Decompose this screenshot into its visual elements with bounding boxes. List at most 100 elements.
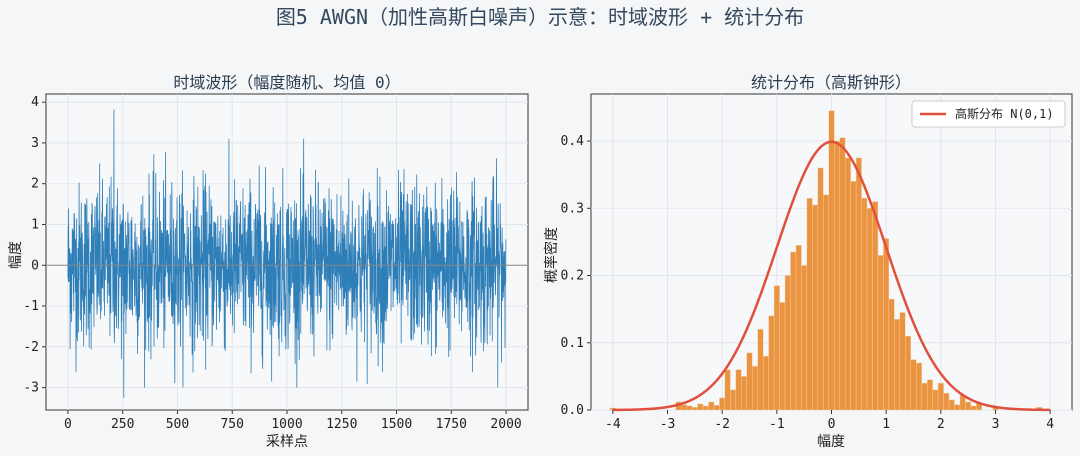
legend-box bbox=[911, 100, 1066, 128]
histogram-bar bbox=[872, 201, 879, 411]
histogram-bar bbox=[680, 404, 687, 411]
y-tick-label: -3 bbox=[23, 381, 39, 396]
histogram-bar bbox=[691, 407, 698, 411]
histogram-bar bbox=[724, 369, 731, 411]
histogram-bar bbox=[779, 302, 786, 411]
histogram-bar bbox=[844, 157, 851, 411]
histogram-bar bbox=[795, 245, 802, 411]
y-tick-label: 0.4 bbox=[561, 134, 585, 149]
x-tick-label: 1250 bbox=[326, 417, 357, 432]
histogram-bar bbox=[806, 198, 813, 411]
histogram-bar bbox=[943, 392, 950, 411]
gaussian-curve bbox=[612, 140, 1051, 412]
histogram-bar bbox=[773, 285, 780, 411]
histogram-bar bbox=[850, 181, 857, 411]
histogram-bar bbox=[713, 405, 720, 411]
histogram-bar bbox=[970, 405, 977, 411]
histogram-bar bbox=[921, 382, 928, 411]
time-y-axis-label: 幅度 bbox=[8, 241, 24, 269]
histogram-bar bbox=[948, 399, 955, 411]
histogram-bar bbox=[817, 167, 824, 411]
histogram-bar bbox=[702, 405, 709, 411]
y-tick-label: 0 bbox=[31, 258, 39, 273]
x-tick-label: 0 bbox=[828, 417, 836, 432]
histogram-bar bbox=[866, 208, 873, 411]
histogram-bar bbox=[719, 397, 726, 411]
x-tick-label: -4 bbox=[605, 417, 621, 432]
histogram-bar bbox=[790, 251, 797, 411]
y-tick-label: 2 bbox=[31, 177, 39, 192]
dist-y-axis-label: 概率密度 bbox=[543, 227, 560, 283]
histogram-bars bbox=[609, 110, 1043, 411]
y-tick-label: 3 bbox=[31, 136, 39, 151]
legend: 高斯分布 N(0,1) bbox=[911, 100, 1066, 128]
histogram-bar bbox=[926, 379, 933, 411]
histogram-bar bbox=[784, 275, 791, 411]
histogram-bar bbox=[697, 403, 704, 411]
y-tick-label: 0.1 bbox=[561, 336, 584, 351]
x-tick-label: 0 bbox=[64, 417, 72, 432]
distribution-chart: -4 -3 -2 -1 0 1 2 3 40.00.10.20.30.4 统计分布（高斯钟形） … bbox=[543, 73, 1073, 450]
y-tick-label: -2 bbox=[23, 340, 39, 355]
histogram-bar bbox=[735, 369, 742, 411]
histogram-bar bbox=[932, 389, 939, 411]
histogram-bar bbox=[801, 265, 808, 411]
histogram-bar bbox=[954, 404, 961, 411]
histogram-bar bbox=[877, 255, 884, 411]
histogram-bar bbox=[708, 401, 715, 411]
x-tick-label: 1750 bbox=[436, 417, 467, 432]
histogram-bar bbox=[686, 405, 693, 411]
time-ticks: 0 250 500 750 1000 1250 1500 1750 2000 -3 -2 -1 0 1 2 3… bbox=[23, 95, 521, 432]
x-tick-label: -3 bbox=[660, 417, 676, 432]
histogram-bar bbox=[937, 382, 944, 411]
x-tick-label: 750 bbox=[220, 417, 243, 432]
histogram-bar bbox=[828, 110, 835, 411]
histogram-bar bbox=[916, 362, 922, 411]
x-tick-label: -1 bbox=[769, 417, 785, 432]
histogram-bar bbox=[757, 329, 764, 411]
dist-chart-title: 统计分布（高斯钟形） bbox=[751, 73, 911, 92]
y-tick-label: 0.0 bbox=[561, 403, 584, 418]
histogram-bar bbox=[730, 389, 737, 411]
histogram-bar bbox=[894, 319, 901, 411]
histogram-bar bbox=[855, 157, 862, 411]
x-tick-label: 500 bbox=[166, 417, 189, 432]
x-tick-label: 1000 bbox=[271, 417, 302, 432]
x-tick-label: 3 bbox=[992, 417, 1000, 432]
x-tick-label: 2 bbox=[937, 417, 945, 432]
histogram-bar bbox=[834, 140, 840, 411]
legend-label: 高斯分布 N(0,1) bbox=[955, 106, 1054, 121]
y-tick-label: 0.2 bbox=[561, 269, 584, 284]
histogram-bar bbox=[965, 401, 972, 411]
x-tick-label: 4 bbox=[1046, 417, 1054, 432]
time-domain-chart: 0 250 500 750 1000 1250 1500 1750 2000 -3 -2 -1 0 1 2 3… bbox=[8, 73, 529, 450]
y-tick-label: 1 bbox=[31, 217, 39, 232]
dist-ticks: -4 -3 -2 -1 0 1 2 3 4 0.0 0.1 0.2 0.3 0.4 bbox=[561, 134, 1055, 432]
histogram-bar bbox=[746, 352, 753, 411]
histogram-bar bbox=[768, 315, 775, 411]
noise-waveform-line bbox=[67, 109, 507, 398]
histogram-bar bbox=[762, 356, 769, 411]
time-chart-title: 时域波形（幅度随机、均值 0） bbox=[173, 73, 400, 92]
x-tick-label: 1 bbox=[882, 417, 890, 432]
x-tick-label: -2 bbox=[714, 417, 730, 432]
histogram-bar bbox=[910, 359, 917, 411]
y-tick-label: -1 bbox=[23, 299, 39, 314]
x-tick-label: 250 bbox=[111, 417, 134, 432]
histogram-bar bbox=[899, 312, 906, 411]
dist-x-axis-label: 幅度 bbox=[817, 434, 845, 450]
histogram-bar bbox=[905, 335, 911, 411]
histogram-bar bbox=[741, 376, 747, 411]
histogram-bar bbox=[752, 366, 758, 411]
histogram-bar bbox=[823, 194, 829, 411]
y-tick-label: 0.3 bbox=[561, 201, 584, 216]
time-x-axis-label: 采样点 bbox=[266, 434, 308, 450]
histogram-bar bbox=[883, 238, 890, 411]
histogram-bar bbox=[839, 137, 846, 411]
x-tick-label: 1500 bbox=[381, 417, 412, 432]
histogram-bar bbox=[888, 298, 895, 411]
histogram-bar bbox=[861, 198, 868, 411]
figure-title: 图5 AWGN（加性高斯白噪声）示意：时域波形 + 统计分布 bbox=[276, 5, 804, 29]
